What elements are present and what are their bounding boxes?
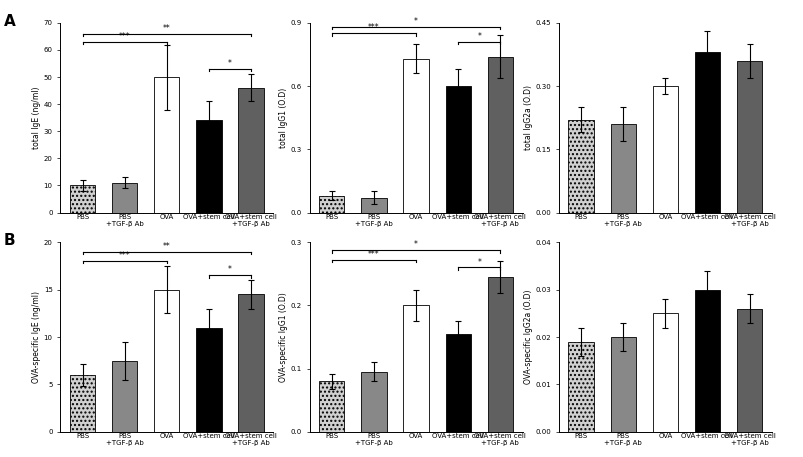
Text: A: A (4, 14, 16, 29)
Bar (568, 342, 593, 432)
Bar (319, 381, 344, 432)
Text: *: * (414, 240, 418, 250)
Bar (445, 334, 471, 432)
Text: ***: *** (368, 23, 379, 32)
Text: *: * (228, 266, 231, 275)
Text: ***: *** (119, 251, 130, 260)
Bar (70, 375, 95, 432)
Text: *: * (414, 17, 418, 26)
Bar (694, 53, 719, 213)
Bar (736, 308, 761, 432)
Text: B: B (4, 233, 15, 248)
Bar (609, 337, 635, 432)
Bar (652, 86, 677, 213)
Bar (403, 58, 428, 213)
Text: *: * (477, 258, 480, 266)
Bar (445, 86, 471, 213)
Text: **: ** (163, 242, 170, 251)
Bar (196, 328, 222, 432)
Y-axis label: total IgE (ng/ml): total IgE (ng/ml) (32, 86, 41, 149)
Text: *: * (477, 32, 480, 41)
Y-axis label: OVA-specific IgG1 (O.D): OVA-specific IgG1 (O.D) (279, 292, 287, 382)
Bar (487, 57, 512, 213)
Text: ***: *** (119, 32, 130, 41)
Bar (196, 120, 222, 213)
Bar (361, 372, 386, 432)
Text: **: ** (163, 24, 170, 33)
Bar (361, 198, 386, 213)
Bar (154, 290, 179, 432)
Bar (568, 120, 593, 213)
Bar (112, 183, 137, 213)
Bar (487, 277, 512, 432)
Bar (238, 88, 263, 213)
Text: *: * (228, 59, 231, 68)
Bar (112, 361, 137, 432)
Y-axis label: total IgG2a (O.D): total IgG2a (O.D) (523, 85, 532, 150)
Bar (319, 196, 344, 213)
Bar (652, 314, 677, 432)
Y-axis label: OVA-specific IgG2a (O.D): OVA-specific IgG2a (O.D) (523, 290, 532, 384)
Bar (403, 305, 428, 432)
Text: ***: *** (368, 250, 379, 259)
Bar (154, 77, 179, 213)
Bar (609, 124, 635, 213)
Bar (736, 61, 761, 213)
Bar (70, 186, 95, 213)
Bar (238, 294, 263, 432)
Y-axis label: OVA-specific IgE (ng/ml): OVA-specific IgE (ng/ml) (32, 291, 41, 383)
Bar (694, 290, 719, 432)
Y-axis label: total IgG1 (O.D): total IgG1 (O.D) (279, 88, 287, 148)
